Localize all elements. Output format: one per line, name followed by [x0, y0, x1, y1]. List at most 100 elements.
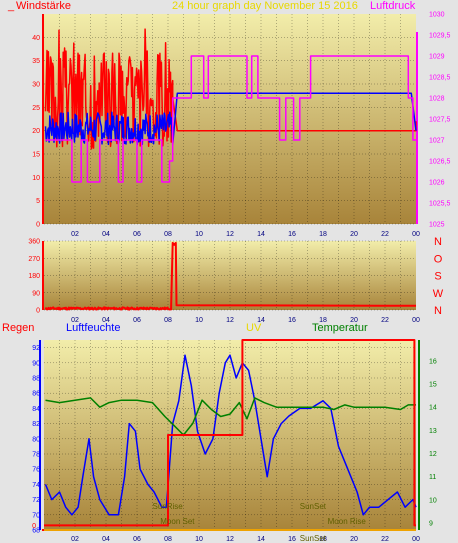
series-line-pressure	[45, 55, 416, 183]
x-tick-label: 10	[195, 536, 203, 543]
y-tick-label: 72	[32, 497, 40, 504]
y-tick-label: 270	[28, 256, 40, 263]
x-tick-label: 10	[195, 317, 203, 324]
x-tick-label: 00	[412, 231, 420, 238]
y-tick-label: 70	[32, 512, 40, 519]
x-tick-label: 06	[133, 536, 141, 543]
series-line-humidity	[44, 354, 417, 516]
direction-label: S	[434, 271, 441, 283]
y2-tick-label: 1030	[429, 12, 445, 19]
x-tick-label: 16	[288, 231, 296, 238]
wind-axis-title: _	[7, 0, 15, 12]
x-tick-label: 22	[381, 536, 389, 543]
x-tick-label: 00	[412, 317, 420, 324]
y-tick-label: 0	[36, 222, 40, 229]
y-tick-label: 88	[32, 376, 40, 383]
series-line-temperature	[45, 397, 416, 436]
x-tick-label: 20	[350, 231, 358, 238]
temperature-axis-label: Temperatur	[312, 322, 368, 334]
y-tick-label: 86	[32, 391, 40, 398]
y2-tick-label: 9	[429, 521, 433, 528]
x-tick-label: 14	[257, 317, 265, 324]
direction-label: N	[434, 305, 442, 317]
graph-title: 24 hour graph day November 15 2016	[172, 0, 358, 12]
x-tick-label: 00	[412, 536, 420, 543]
y2-tick-label: 1025,5	[429, 201, 451, 208]
y-tick-label: 20	[32, 128, 40, 135]
y-tick-label: 78	[32, 452, 40, 459]
x-tick-label: 02	[71, 536, 79, 543]
y-tick-label: 68	[32, 528, 40, 535]
y2-tick-label: 12	[429, 451, 437, 458]
rain-axis-label: Regen	[2, 322, 34, 334]
x-tick-label: 16	[288, 536, 296, 543]
wind-axis-label: Windstärke	[16, 0, 71, 12]
x-tick-label: 12	[226, 536, 234, 543]
x-tick-label: 20	[350, 317, 358, 324]
annotation-label: Moon Rise	[328, 517, 367, 526]
y-tick-label: 25	[32, 105, 40, 112]
y-tick-label: 0	[36, 308, 40, 315]
x-tick-label: 08	[164, 317, 172, 324]
y2-tick-label: 11	[429, 474, 436, 481]
y2-tick-label: 16	[429, 358, 437, 365]
y-tick-label: 10	[32, 175, 40, 182]
series-line-direction	[44, 241, 417, 311]
x-tick-label: 10	[195, 231, 203, 238]
y-tick-label: 82	[32, 421, 40, 428]
x-tick-label: 02	[71, 231, 79, 238]
x-tick-label: 22	[381, 231, 389, 238]
x-tick-label: 20	[350, 536, 358, 543]
direction-label: N	[434, 236, 442, 248]
y2-tick-label: 1027	[429, 138, 445, 145]
y2-tick-label: 14	[429, 405, 437, 412]
y-tick-label: 90	[32, 360, 40, 367]
y2-tick-label: 1025	[429, 222, 445, 229]
direction-label: O	[434, 253, 443, 265]
x-tick-label: 08	[164, 536, 172, 543]
y-tick-label: 15	[32, 152, 40, 159]
y-tick-label: 30	[32, 82, 40, 89]
y-tick-label: 92	[32, 345, 40, 352]
x-tick-label: 06	[133, 231, 141, 238]
x-tick-label: 18	[319, 231, 327, 238]
x-tick-label: 12	[226, 317, 234, 324]
x-tick-label: 08	[164, 231, 172, 238]
series-line-wind_avg	[44, 92, 417, 146]
x-tick-label: 16	[288, 317, 296, 324]
x-tick-label: 04	[102, 317, 110, 324]
x-tick-label: 18	[319, 317, 327, 324]
y2-tick-label: 1026	[429, 180, 445, 187]
y-tick-label: 76	[32, 467, 40, 474]
series-line-uv	[44, 339, 416, 527]
rain-tick-label: 0	[32, 523, 36, 530]
annotation-label: SunSet	[300, 534, 327, 543]
y-tick-label: 5	[36, 198, 40, 205]
x-tick-label: 18	[319, 536, 327, 543]
y-tick-label: 360	[28, 239, 40, 246]
x-tick-label: 04	[102, 231, 110, 238]
y-tick-label: 40	[32, 35, 40, 42]
pressure-axis-label: Luftdruck	[370, 0, 416, 12]
y2-tick-label: 13	[429, 428, 437, 435]
y-tick-label: 180	[28, 273, 40, 280]
y-tick-label: 90	[32, 290, 40, 297]
x-tick-label: 02	[71, 317, 79, 324]
humidity-axis-label: Luftfeuchte	[66, 322, 120, 334]
y2-tick-label: 15	[429, 382, 437, 389]
annotation-label: SunSet	[300, 502, 327, 511]
y2-tick-label: 1026,5	[429, 159, 451, 166]
y-tick-label: 84	[32, 406, 40, 413]
y2-tick-label: 1029	[429, 54, 445, 61]
y2-tick-label: 1028,5	[429, 75, 451, 82]
annotation-label: Moon Set	[160, 517, 195, 526]
uv-label: UV	[246, 322, 262, 334]
y2-tick-label: 1028	[429, 96, 445, 103]
x-tick-label: 12	[226, 231, 234, 238]
y2-tick-label: 1027,5	[429, 117, 451, 124]
x-tick-label: 14	[257, 231, 265, 238]
x-tick-label: 04	[102, 536, 110, 543]
direction-label: W	[433, 288, 444, 300]
x-tick-label: 06	[133, 317, 141, 324]
